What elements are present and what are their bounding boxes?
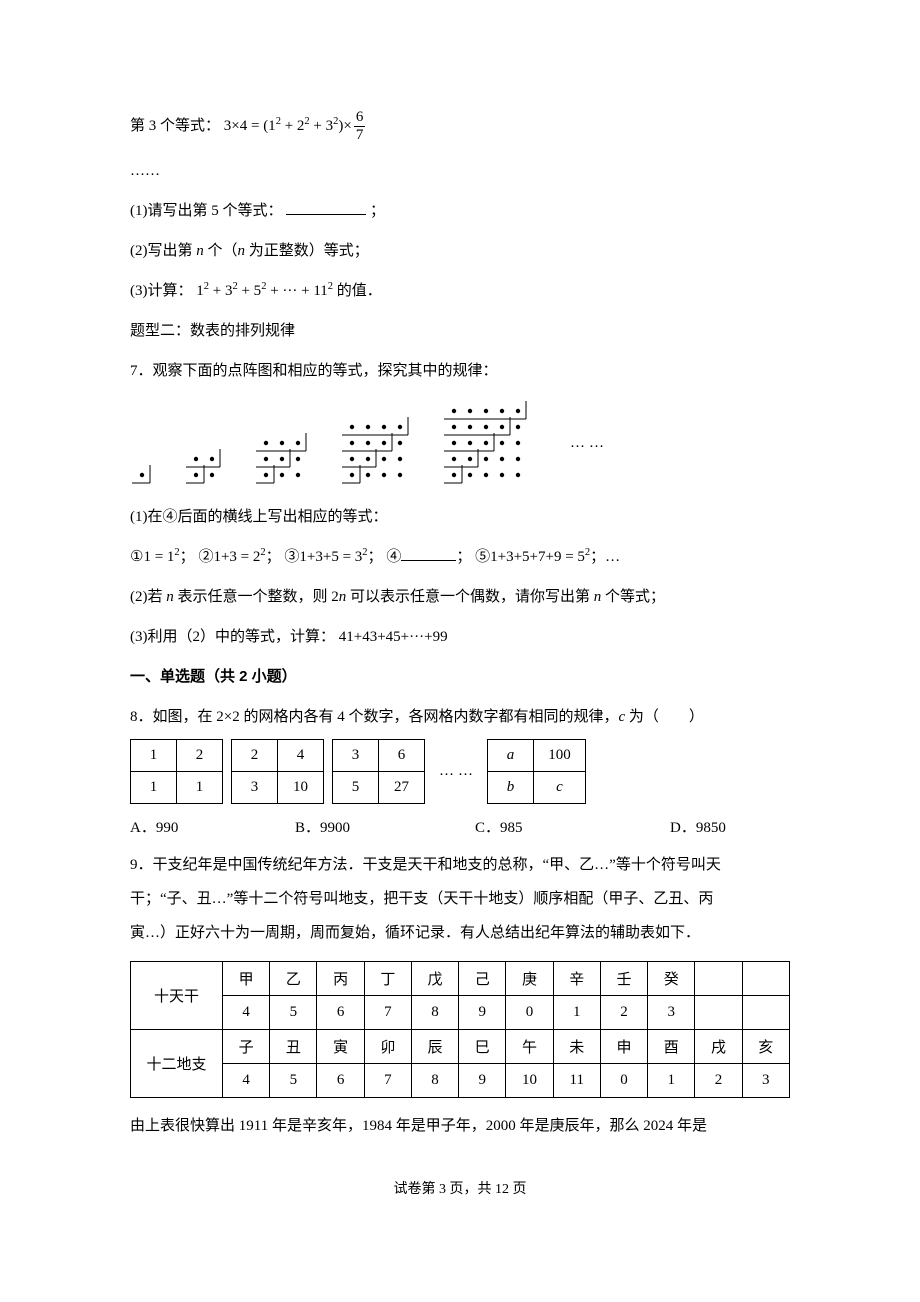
eq3-lhs: 3×4 = bbox=[224, 118, 260, 134]
p7-equations: ①1 = 12； ②1+3 = 22； ③1+3+5 = 32； ④； ⑤1+3… bbox=[130, 545, 790, 569]
dot-figures-ellipsis: …… bbox=[570, 435, 608, 452]
p9-l3: 寅…）正好六十为一周期，周而复始，循环记录．有人总结出纪年算法的辅助表如下． bbox=[130, 921, 790, 945]
p8-options: A．990 B．9900 C．985 D．9850 bbox=[130, 816, 790, 837]
eq3-prefix: 第 3 个等式： bbox=[130, 118, 220, 134]
grids-dots: …… bbox=[439, 763, 477, 780]
grid-4: a100 bc bbox=[487, 739, 586, 804]
opt-c: C．985 bbox=[475, 816, 670, 837]
q-calc-line: (3)计算： 12 + 32 + 52 + ··· + 112 的值． bbox=[130, 279, 790, 303]
eq3-line: 第 3 个等式： 3×4 = (12 + 22 + 32)×67 bbox=[130, 110, 790, 143]
tiangan-label: 十天干 bbox=[131, 962, 223, 1030]
p7q1: (1)在④后面的横线上写出相应的等式： bbox=[130, 505, 790, 529]
dot-figure-1 bbox=[130, 463, 154, 487]
eq3-paren: (12 + 22 + 32)× bbox=[263, 118, 352, 134]
q5-line: (1)请写出第 5 个等式： ； bbox=[130, 199, 790, 223]
p9-l2: 干；“子、丑…”等十二个符号叫地支，把干支（天干十地支）顺序相配（甲子、乙丑、丙 bbox=[130, 887, 790, 911]
opt-d: D．9850 bbox=[670, 816, 726, 837]
q-n-line: (2)写出第 n 个（n 为正整数）等式； bbox=[130, 239, 790, 263]
page-footer: 试卷第 3 页，共 12 页 bbox=[130, 1178, 790, 1198]
p8-stem: 8．如图，在 2×2 的网格内各有 4 个数字，各网格内数字都有相同的规律，c … bbox=[130, 705, 790, 729]
p7-stem: 7．观察下面的点阵图和相应的等式，探究其中的规律： bbox=[130, 359, 790, 383]
p7-blank bbox=[401, 546, 456, 561]
ganzhi-table: 十天干 甲 乙 丙 丁 戊 己 庚 辛 壬 癸 4 5 6 7 8 9 0 1 … bbox=[130, 961, 790, 1098]
grid-3: 36 527 bbox=[332, 739, 425, 804]
p9-after: 由上表很快算出 1911 年是辛亥年，1984 年是甲子年，2000 年是庚辰年… bbox=[130, 1114, 790, 1138]
dizhi-label: 十二地支 bbox=[131, 1030, 223, 1098]
p7q2: (2)若 n 表示任意一个整数，则 2n 可以表示任意一个偶数，请你写出第 n … bbox=[130, 585, 790, 609]
type2-title: 题型二：数表的排列规律 bbox=[130, 319, 790, 343]
q5-label: (1)请写出第 5 个等式： bbox=[130, 203, 283, 219]
dot-figure-4 bbox=[340, 415, 412, 487]
q3-suffix: 的值． bbox=[337, 283, 382, 299]
dot-figures-row: …… bbox=[130, 399, 790, 487]
q5-blank bbox=[286, 200, 366, 215]
section-title: 一、单选题（共 2 小题） bbox=[130, 665, 790, 689]
q3-prefix: (3)计算： bbox=[130, 283, 193, 299]
dot-figure-3 bbox=[254, 431, 310, 487]
p7q3-prefix: (3)利用（2）中的等式，计算： bbox=[130, 629, 335, 645]
opt-b: B．9900 bbox=[295, 816, 475, 837]
dot-figure-2 bbox=[184, 447, 224, 487]
q3-expr: 12 + 32 + 52 + ··· + 112 bbox=[196, 283, 333, 299]
q5-suffix: ； bbox=[370, 203, 385, 219]
p7q3: (3)利用（2）中的等式，计算： 41+43+45+···+99 bbox=[130, 625, 790, 649]
p9-l1: 9．干支纪年是中国传统纪年方法．干支是天干和地支的总称，“甲、乙…”等十个符号叫… bbox=[130, 853, 790, 877]
dot-figure-5 bbox=[442, 399, 530, 487]
p7q3-expr: 41+43+45+···+99 bbox=[339, 629, 448, 645]
grid-2: 24 310 bbox=[231, 739, 324, 804]
grid-1: 12 11 bbox=[130, 739, 223, 804]
dots-line: …… bbox=[130, 159, 790, 183]
grids-row: 12 11 24 310 36 527 …… a100 bc bbox=[130, 739, 790, 804]
opt-a: A．990 bbox=[130, 816, 295, 837]
eq3-frac: 67 bbox=[354, 110, 366, 143]
